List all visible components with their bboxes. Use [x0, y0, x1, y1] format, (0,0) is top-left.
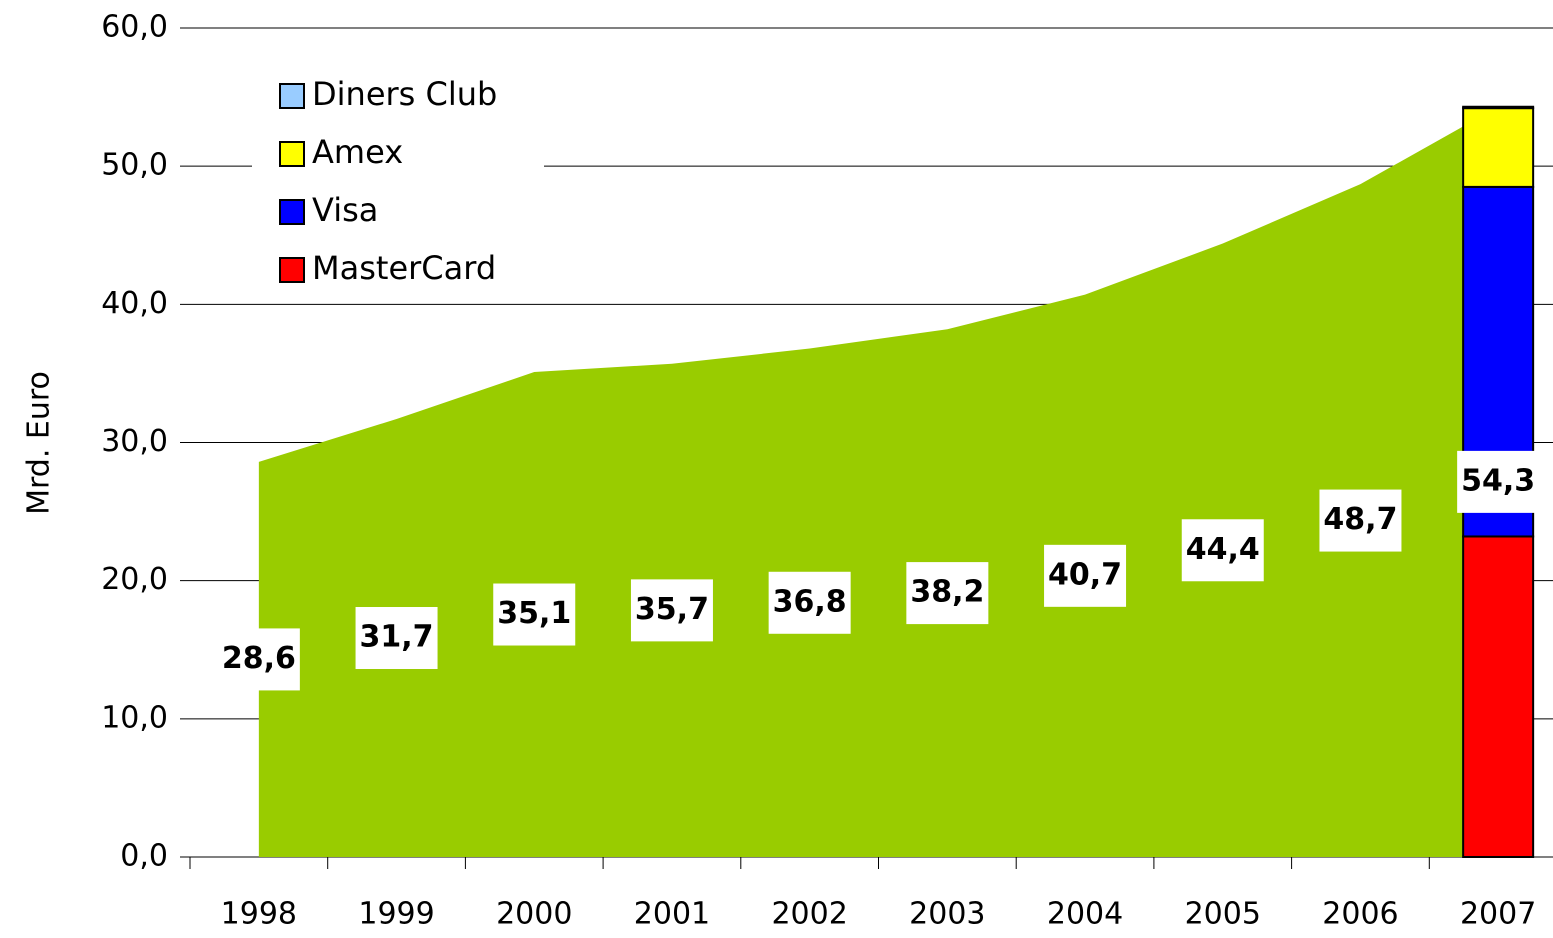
value-label-box	[768, 571, 851, 634]
y-tick-label: 20,0	[101, 562, 168, 597]
value-label: 38,2	[910, 575, 984, 610]
x-tick-label: 1998	[221, 897, 297, 932]
value-label: 28,6	[222, 641, 296, 676]
value-label-box	[906, 562, 989, 625]
x-tick-label: 2003	[909, 897, 985, 932]
area	[258, 106, 1499, 857]
x-tick-label: 2004	[1047, 897, 1123, 932]
x-tick-label: 2000	[496, 897, 572, 932]
value-label: 48,7	[1323, 502, 1397, 537]
value-label: 54,3	[1461, 463, 1535, 498]
value-label: 36,8	[773, 584, 847, 619]
legend-swatch	[279, 141, 305, 167]
bar-segment	[1462, 535, 1535, 858]
value-label: 40,7	[1048, 557, 1122, 592]
value-label-box	[630, 579, 713, 642]
bar-segment	[1462, 105, 1535, 110]
value-label-box	[355, 607, 438, 670]
x-tick-label: 1999	[358, 897, 434, 932]
x-tick-label: 2002	[771, 897, 847, 932]
y-tick-label: 10,0	[101, 700, 168, 735]
value-label-box	[1457, 450, 1540, 513]
x-tick-label: 2005	[1185, 897, 1261, 932]
bar-segment	[1462, 107, 1535, 188]
y-tick-label: 30,0	[101, 424, 168, 459]
legend-swatch	[279, 257, 305, 283]
legend-swatch	[279, 83, 305, 109]
legend-label: MasterCard	[312, 249, 496, 287]
value-label: 44,4	[1186, 532, 1260, 567]
value-label: 35,7	[635, 592, 709, 627]
value-label: 31,7	[360, 620, 434, 655]
value-label: 35,1	[497, 596, 571, 631]
y-tick-label: 0,0	[120, 839, 168, 874]
value-label-box	[493, 583, 576, 646]
y-tick-label: 40,0	[101, 286, 168, 321]
value-label-box	[1044, 544, 1127, 607]
value-label-box	[1181, 519, 1264, 582]
value-label-box	[1319, 489, 1402, 552]
y-tick-label: 50,0	[101, 148, 168, 183]
legend-label: Amex	[312, 133, 403, 171]
y-axis-label: Mrd. Euro	[22, 371, 57, 515]
x-tick-label: 2007	[1460, 897, 1536, 932]
x-tick-label: 2006	[1322, 897, 1398, 932]
legend-label: Visa	[312, 191, 378, 229]
legend-label: Diners Club	[312, 75, 497, 113]
x-tick-label: 2001	[634, 897, 710, 932]
value-label-box	[217, 628, 300, 691]
y-tick-label: 60,0	[101, 10, 168, 45]
legend-swatch	[279, 199, 305, 225]
